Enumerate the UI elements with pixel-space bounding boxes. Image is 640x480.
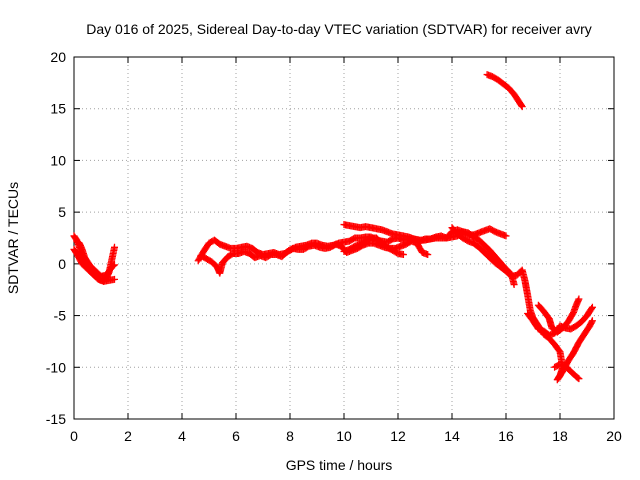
data-point — [518, 102, 526, 110]
x-tick-label: 16 — [498, 428, 514, 444]
y-tick-label: 5 — [58, 204, 66, 220]
data-point — [111, 275, 118, 283]
data-point — [588, 317, 596, 325]
y-tick-label: 0 — [58, 256, 66, 272]
data-point — [510, 281, 518, 289]
y-tick-label: -10 — [46, 359, 66, 375]
x-tick-label: 6 — [232, 428, 240, 444]
data-point — [518, 103, 526, 111]
data-point — [588, 303, 596, 311]
data-point — [588, 318, 596, 326]
y-tick-label: 20 — [50, 49, 66, 65]
y-tick-labels: -15 -10 -5 0 5 10 15 20 — [46, 49, 66, 427]
data-point — [110, 262, 118, 270]
x-tick-label: 12 — [390, 428, 406, 444]
chart-title: Day 016 of 2025, Sidereal Day-to-day VTE… — [86, 21, 592, 37]
data-point — [399, 251, 407, 259]
x-tick-label: 18 — [552, 428, 568, 444]
data-point — [111, 261, 118, 269]
data-point — [111, 243, 118, 251]
y-tick-label: 15 — [50, 101, 66, 117]
x-tick-label: 4 — [178, 428, 186, 444]
x-tick-label: 2 — [124, 428, 132, 444]
data-point — [424, 251, 432, 259]
axis-ticks — [73, 56, 615, 420]
x-tick-label: 0 — [70, 428, 78, 444]
x-tick-label: 8 — [286, 428, 294, 444]
data-point — [588, 304, 596, 312]
x-tick-label: 20 — [606, 428, 622, 444]
y-tick-label: -15 — [46, 411, 66, 427]
data-point — [575, 375, 583, 383]
y-tick-label: 10 — [50, 152, 66, 168]
data-point — [575, 295, 583, 303]
y-tick-label: -5 — [54, 308, 67, 324]
data-point — [502, 232, 510, 240]
x-tick-label: 14 — [444, 428, 460, 444]
data-point — [574, 374, 582, 382]
x-axis-label: GPS time / hours — [286, 457, 393, 473]
data-points — [70, 71, 596, 384]
x-tick-label: 10 — [336, 428, 352, 444]
y-axis-label: SDTVAR / TECUs — [5, 182, 21, 294]
grid-lines — [74, 57, 614, 419]
x-tick-labels: 0 2 4 6 8 10 12 14 16 18 20 — [70, 428, 622, 444]
